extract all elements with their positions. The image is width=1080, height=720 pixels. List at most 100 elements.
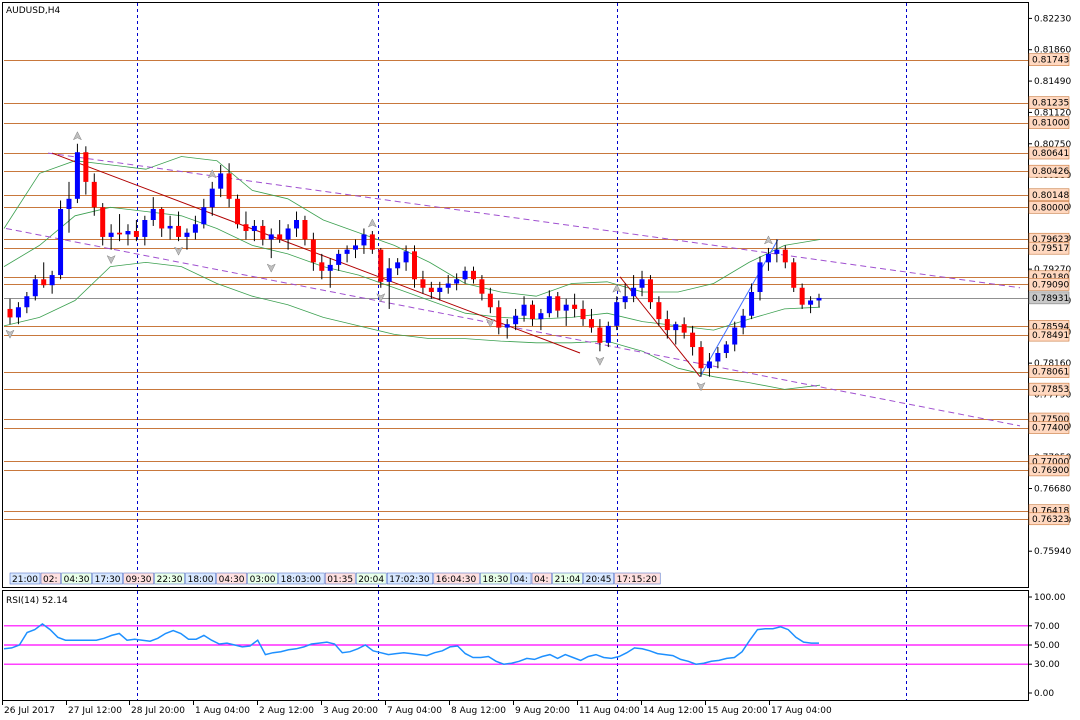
time-chip [278,572,325,585]
time-tick-label: 8 Aug 12:00 [451,706,506,716]
rsi-tick-label: 0.00 [1034,689,1054,699]
time-tick-label: 3 Aug 20:00 [323,706,378,716]
time-chip [154,572,185,585]
candle-bear [378,249,384,282]
time-tick-label: 11 Aug 04:00 [579,706,640,716]
candle-bull [125,231,131,235]
candle-bull [808,300,814,305]
candle-bull [251,225,257,232]
candle-bear [100,207,106,237]
fractal-down [376,293,386,303]
time-chip-label: 18:03:00 [281,575,322,585]
candle-bull [614,302,620,326]
level-price-box [1028,146,1070,160]
price-tick-label: 0.81490 [1034,77,1071,87]
level-price-box [1028,96,1070,109]
fractal-up [367,218,377,228]
fractal-up [763,235,773,245]
candle-bull [32,279,38,297]
time-chip-label: 04:30 [219,575,245,585]
fractal-down [173,246,184,256]
candle-bear [580,308,586,320]
candle-bear [597,327,603,343]
time-axis: 26 Jul 2017 27 Jul 12:00 28 Jul 20:00 1 Aug… [2,701,832,716]
rsi-line [3,622,819,665]
candle-bear [7,308,13,318]
time-chip [216,572,247,585]
level-price-box [1028,188,1070,202]
time-chip [247,572,278,585]
candle-bull [715,352,721,362]
time-chip-label: 21:04 [555,575,581,585]
fractal-down [485,318,495,328]
candle-bull [344,249,350,254]
time-tick-label: 15 Aug 20:00 [707,706,768,716]
level-price-box [1028,200,1070,214]
time-chip [324,572,356,585]
time-chip-label: 18:00 [188,575,214,585]
candle-bull [395,262,401,269]
candle-bear [176,225,182,237]
fractal-down [696,382,706,392]
candle-bear [369,234,375,250]
candle-bear [243,224,249,232]
candle-bull [437,287,443,292]
rsi-indicator [3,622,1028,665]
price-tick-label: 0.80750 [1034,140,1071,150]
level-price-box [1028,382,1070,396]
candle-bull [268,234,274,240]
price-tick-label: 0.82230 [1034,14,1071,24]
candle-bull [184,232,190,237]
time-chip [511,572,532,585]
candle-bull [639,279,645,288]
level-price-box [1028,421,1070,434]
level-price-label: 0.79517 [1032,244,1069,254]
level-price-label: 0.78061 [1032,368,1069,378]
fractal-down [5,329,15,339]
candle-bear [698,347,704,369]
level-price-label: 0.78594 [1032,322,1069,332]
candle-bull [622,296,628,303]
time-chip-label: 04: [534,575,548,585]
candle-bear [799,287,805,305]
candle-bull [521,304,527,316]
horizontal-levels[interactable] [4,60,1028,520]
candle-bear [226,173,232,199]
time-chip [614,572,661,585]
level-price-label: 0.78931 [1032,294,1069,304]
candle-bull [285,228,291,240]
fractal-down [266,263,276,273]
price-tick-label: 0.77790 [1034,390,1071,400]
time-chip-label: 18:30 [482,575,508,585]
price-axis: 0.822300.818600.814900.811200.807500.803… [1028,14,1071,699]
candle-bull [631,287,637,297]
candle-bull [706,361,712,369]
time-chip-label: 17:30 [95,575,121,585]
candle-bull [108,232,114,237]
time-chip [583,572,614,585]
candle-bear [588,319,594,328]
candle-bull [749,292,755,316]
candle-bear [420,279,426,288]
candle-bear [487,293,493,308]
time-chip-label: 03:00 [250,575,276,585]
time-chip [123,572,154,585]
candle-bull [445,283,451,288]
candles [7,143,822,377]
candle-bear [117,232,123,235]
level-price-label: 0.76323 [1032,515,1069,525]
candle-bull [15,307,21,318]
candle-bull [765,253,771,263]
candle-bull [294,220,300,229]
time-chip [61,572,92,585]
level-price-label: 0.76900 [1032,466,1069,476]
candle-bear [235,198,241,225]
level-price-label: 0.79090 [1032,280,1069,290]
trendline-up [699,239,779,377]
candle-bear [41,279,47,286]
candle-bull [454,279,460,284]
candle-bear [656,302,662,320]
candle-bear [681,324,687,333]
candle-bear [479,279,485,294]
